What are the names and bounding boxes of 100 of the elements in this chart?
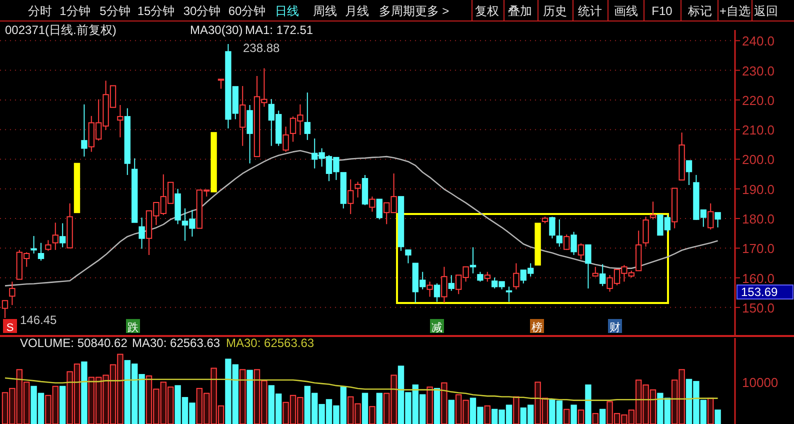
candlestick	[405, 249, 412, 264]
candlestick	[448, 274, 454, 292]
y-tick-label: 180.0	[742, 212, 775, 227]
bar	[434, 388, 440, 424]
candlestick	[506, 286, 512, 302]
text: 历史	[543, 4, 567, 18]
bar	[246, 370, 253, 424]
candlestick	[348, 178, 354, 215]
candlestick	[45, 240, 52, 252]
annotation: 238.88	[243, 41, 280, 55]
text: 月线	[345, 4, 369, 18]
bar	[441, 382, 448, 424]
candlestick	[376, 198, 382, 220]
bar	[585, 384, 592, 424]
bar	[484, 405, 490, 424]
candlestick	[426, 281, 433, 298]
candlestick	[240, 86, 246, 146]
y-tick-label: 170.0	[742, 241, 775, 256]
text: F10	[652, 4, 673, 18]
bar	[362, 392, 368, 424]
bar	[600, 408, 606, 424]
candlestick	[708, 202, 714, 230]
chart-title: VOLUME: 50840.62	[20, 336, 128, 350]
candlestick	[38, 242, 44, 262]
bar	[81, 361, 88, 424]
text: 周线	[313, 4, 337, 18]
candlestick	[642, 216, 649, 248]
bar	[570, 404, 577, 424]
bar	[714, 410, 721, 424]
annotation: 跌	[128, 322, 138, 334]
annotation: 减	[432, 321, 442, 334]
text: 5分钟	[100, 4, 130, 18]
candlestick	[60, 222, 66, 248]
text: 15分钟	[137, 4, 175, 18]
candlestick	[585, 244, 592, 289]
candlestick	[570, 231, 577, 256]
candlestick	[117, 104, 124, 138]
candlestick	[578, 242, 584, 260]
text: 更多 >	[414, 4, 450, 18]
candlestick	[81, 104, 88, 158]
candlestick	[686, 160, 692, 186]
candlestick	[246, 104, 253, 164]
text: 标记	[687, 4, 712, 18]
bar	[60, 386, 66, 424]
text: 返回	[754, 4, 778, 18]
y-tick-label: 240.0	[742, 34, 775, 49]
y-tick-label: 200.0	[742, 152, 775, 168]
annotation: 146.45	[20, 313, 58, 327]
candlestick	[477, 271, 484, 282]
text: 画线	[614, 4, 638, 18]
candlestick	[9, 281, 16, 306]
chart-title: 002371(日线.前复权)	[5, 23, 116, 37]
candlestick	[650, 201, 656, 220]
candlestick	[470, 246, 476, 274]
text: 多周期	[379, 4, 415, 18]
bar	[376, 392, 382, 424]
bar	[564, 408, 570, 424]
candlestick	[218, 78, 224, 90]
candlestick	[441, 266, 448, 304]
bar	[240, 369, 246, 424]
y-tick-label: 230.0	[742, 63, 775, 78]
text: +自选	[719, 4, 751, 18]
text: 10000	[742, 375, 778, 390]
candlestick	[304, 92, 310, 140]
bar	[592, 413, 598, 424]
y-tick-label: 190.0	[742, 182, 775, 197]
annotation: 榜	[532, 321, 542, 334]
text: 153.69	[741, 285, 778, 299]
text: 复权	[475, 4, 499, 18]
annotation: 财	[610, 321, 620, 334]
text: MA1: 172.51	[245, 23, 314, 37]
candlestick	[549, 216, 556, 239]
text: 60分钟	[228, 4, 266, 18]
text: 日线	[275, 4, 299, 18]
line-series	[4, 150, 718, 286]
bar	[708, 398, 714, 424]
candlestick	[714, 212, 721, 228]
candlestick	[52, 222, 58, 250]
text: MA30: 62563.63	[132, 336, 220, 350]
candlestick	[513, 262, 520, 290]
bar	[448, 400, 454, 424]
candlestick	[354, 181, 361, 198]
y-tick-label: 220.0	[742, 92, 775, 108]
candlestick	[556, 218, 562, 248]
bar	[369, 406, 376, 424]
bar	[578, 410, 584, 424]
text: MA30: 62563.63	[226, 336, 314, 350]
annotation: S	[6, 322, 14, 334]
text: 统计	[578, 4, 602, 18]
y-tick-label: 210.0	[742, 122, 775, 138]
text: 叠加	[508, 4, 532, 18]
candlestick	[138, 217, 145, 250]
y-tick-label: 160.0	[742, 270, 775, 286]
annotation: MA30(30)	[190, 23, 243, 37]
candlestick	[282, 126, 289, 152]
text: 分时	[28, 4, 52, 18]
candlestick	[600, 264, 606, 287]
candlestick	[434, 282, 440, 302]
y-tick-label: 150.0	[742, 300, 775, 316]
candlestick	[484, 271, 490, 282]
